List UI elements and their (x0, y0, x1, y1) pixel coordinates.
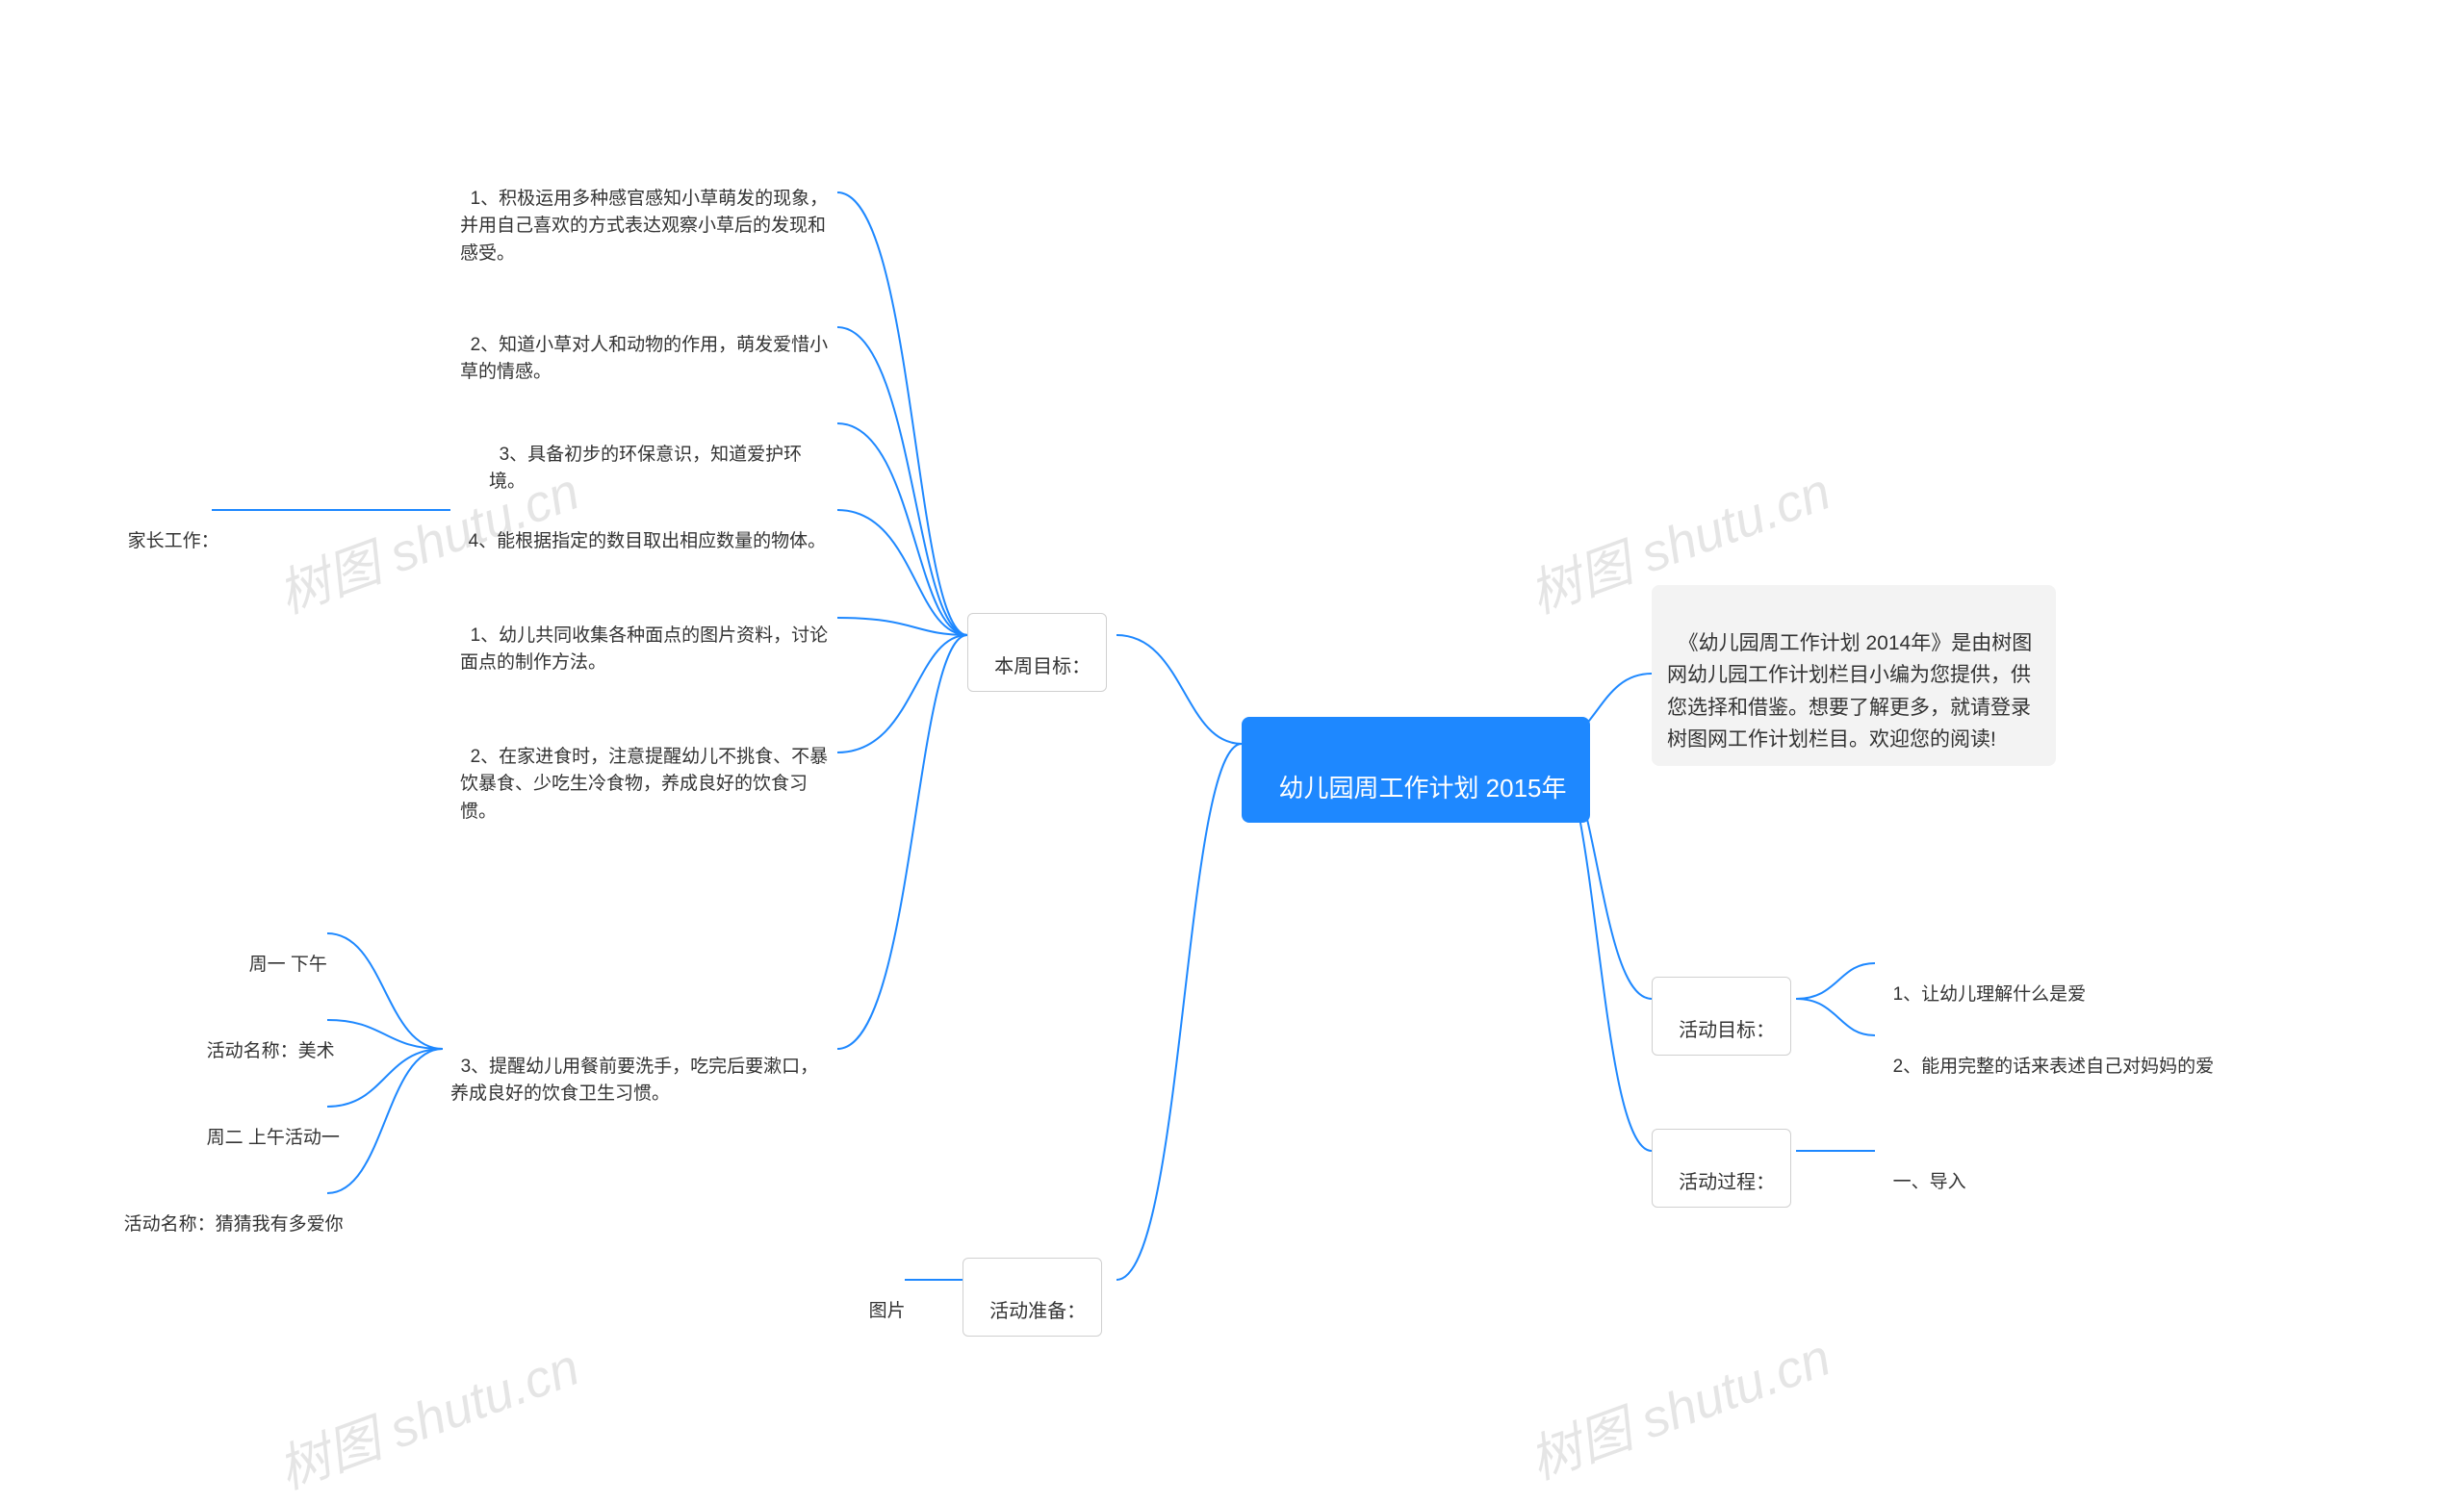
root-label: 幼儿园周工作计划 2015年 (1278, 774, 1566, 803)
description-node[interactable]: 《幼儿园周工作计划 2014年》是由树图网幼儿园工作计划栏目小编为您提供，供您选… (1652, 585, 2056, 766)
mindmap-connectors (0, 0, 2464, 1456)
activity-process-label: 活动过程： (1679, 1172, 1775, 1193)
week-goal-item: 3、提醒幼儿用餐前要洗手，吃完后要漱口，养成良好的饮食卫生习惯。 (443, 1022, 828, 1112)
activity-goal-item: 2、能用完整的话来表述自己对妈妈的爱 (1875, 1022, 2221, 1084)
week-goal-item: 4、能根据指定的数目取出相应数量的物体。 (450, 497, 835, 559)
parent-work-node: 家长工作： (110, 497, 227, 559)
schedule-item: 活动名称：猜猜我有多爱你 (106, 1180, 351, 1242)
activity-goal-node[interactable]: 活动目标： (1652, 977, 1791, 1056)
week-goal-item: 2、知道小草对人和动物的作用，萌发爱惜小草的情感。 (452, 300, 837, 391)
schedule-item: 活动名称：美术 (189, 1007, 343, 1069)
week-goal-node[interactable]: 本周目标： (967, 613, 1107, 692)
week-goal-item: 3、具备初步的环保意识，知道爱护环境。 (481, 410, 837, 500)
activity-process-node[interactable]: 活动过程： (1652, 1129, 1791, 1208)
activity-process-item: 一、导入 (1875, 1137, 1974, 1200)
description-text: 《幼儿园周工作计划 2014年》是由树图网幼儿园工作计划栏目小编为您提供，供您选… (1667, 632, 2032, 752)
activity-prep-node[interactable]: 活动准备： (962, 1258, 1102, 1337)
watermark: 树图 shutu.cn (266, 1324, 587, 1503)
schedule-item: 周二 上午活动一 (189, 1093, 347, 1156)
activity-goal-label: 活动目标： (1679, 1020, 1775, 1041)
schedule-item: 周一 下午 (231, 920, 335, 982)
watermark: 树图 shutu.cn (1517, 1314, 1838, 1493)
week-goal-label: 本周目标： (994, 656, 1091, 677)
activity-prep-label: 活动准备： (989, 1301, 1086, 1322)
week-goal-item: 1、积极运用多种感官感知小草萌发的现象，并用自己喜欢的方式表达观察小草后的发现和… (452, 154, 837, 271)
week-goal-item: 2、在家进食时，注意提醒幼儿不挑食、不暴饮暴食、少吃生冷食物，养成良好的饮食习惯… (452, 712, 837, 829)
root-node[interactable]: 幼儿园周工作计划 2015年 (1242, 717, 1590, 823)
activity-prep-item: 图片 (851, 1266, 913, 1329)
week-goal-item: 1、幼儿共同收集各种面点的图片资料，讨论面点的制作方法。 (452, 591, 837, 681)
activity-goal-item: 1、让幼儿理解什么是爱 (1875, 950, 2093, 1012)
parent-work-label: 家长工作： (128, 531, 219, 551)
